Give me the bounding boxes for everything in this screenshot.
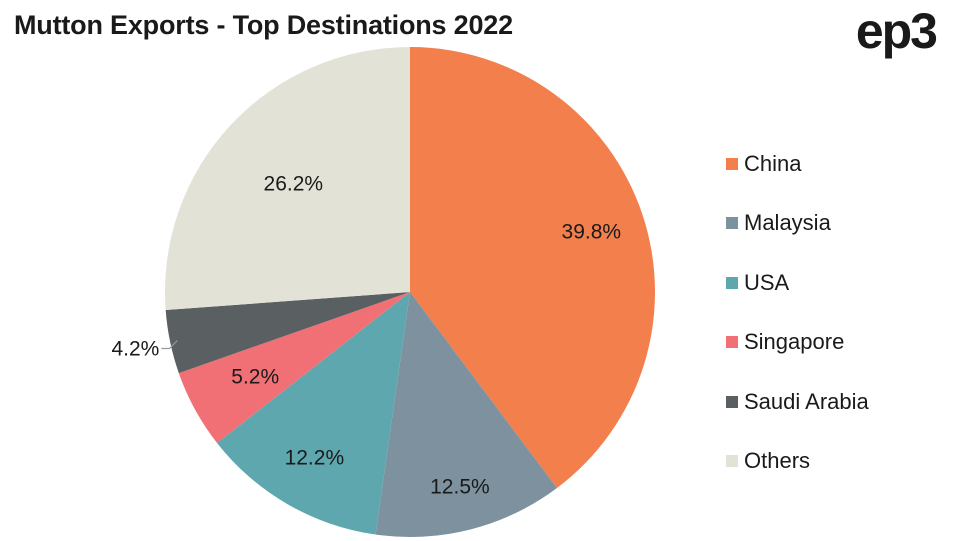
legend-swatch bbox=[726, 395, 738, 408]
legend-swatch bbox=[726, 276, 738, 289]
legend-item-usa: USA bbox=[726, 253, 869, 313]
slice-label-china: 39.8% bbox=[562, 221, 622, 244]
legend-label: Singapore bbox=[744, 329, 845, 355]
pie-slice-saudi-arabia bbox=[165, 292, 410, 374]
pie-slice-china bbox=[410, 47, 655, 489]
legend-item-singapore: Singapore bbox=[726, 313, 869, 373]
legend-label: China bbox=[744, 150, 802, 176]
brand-logo: ep3 bbox=[855, 3, 938, 59]
legend-item-saudi-arabia: Saudi Arabia bbox=[726, 372, 869, 432]
legend-item-china: China bbox=[726, 134, 869, 194]
slice-label-saudi-arabia: 4.2% bbox=[111, 338, 159, 361]
pie-slice-malaysia bbox=[375, 292, 557, 537]
chart-title: Mutton Exports - Top Destinations 2022 bbox=[14, 10, 513, 40]
slice-label-others: 26.2% bbox=[264, 173, 324, 196]
legend-label: Others bbox=[744, 448, 811, 474]
pie-slice-singapore bbox=[178, 292, 410, 443]
legend-label: Malaysia bbox=[744, 210, 831, 236]
legend-label: USA bbox=[744, 269, 790, 295]
slice-label-usa: 12.2% bbox=[285, 446, 345, 469]
legend-label: Saudi Arabia bbox=[744, 388, 869, 414]
legend-swatch bbox=[726, 157, 738, 170]
slice-label-malaysia: 12.5% bbox=[430, 476, 490, 499]
chart-legend: China Malaysia USA Singapore Saudi Arabia Oth… bbox=[726, 134, 869, 491]
legend-swatch bbox=[726, 336, 738, 349]
leader-line-saudi-arabia bbox=[161, 340, 178, 350]
legend-item-others: Others bbox=[726, 432, 869, 492]
pie-slice-usa bbox=[217, 292, 410, 535]
slice-label-singapore: 5.2% bbox=[231, 366, 279, 389]
legend-item-malaysia: Malaysia bbox=[726, 194, 869, 254]
legend-swatch bbox=[726, 217, 738, 230]
pie-slice-others bbox=[164, 47, 410, 311]
legend-swatch bbox=[726, 455, 738, 468]
